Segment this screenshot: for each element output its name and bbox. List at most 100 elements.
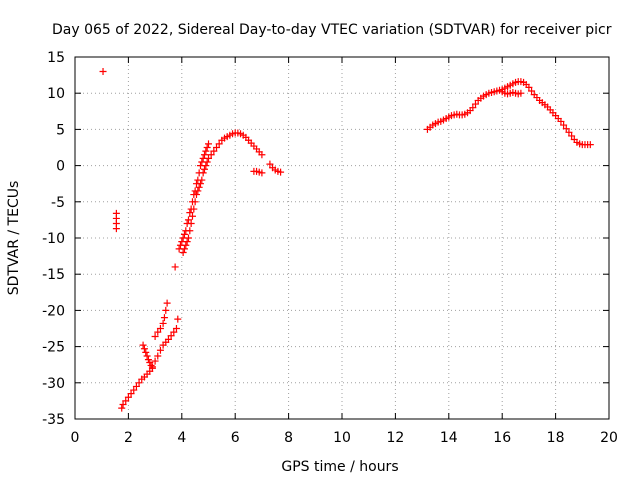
data-point: [258, 151, 266, 159]
y-tick-label: -25: [42, 340, 65, 356]
series-early-rise-1: [118, 325, 180, 412]
data-point: [207, 151, 215, 159]
data-point: [174, 315, 182, 323]
y-tick-label: 10: [47, 86, 65, 102]
data-point: [162, 306, 170, 314]
data-point: [188, 212, 196, 220]
data-point: [119, 401, 127, 409]
data-point: [163, 299, 171, 307]
data-point: [124, 393, 132, 401]
y-tick-label: -30: [42, 376, 65, 392]
data-point: [127, 390, 135, 398]
data-point: [135, 379, 143, 387]
data-point: [180, 245, 188, 253]
data-point: [187, 220, 195, 228]
data-point: [118, 404, 126, 412]
data-point: [151, 357, 159, 365]
data-point: [140, 345, 148, 353]
y-tick-label: -5: [51, 195, 65, 211]
data-point: [472, 100, 479, 108]
data-point: [195, 183, 203, 191]
data-point: [517, 89, 525, 97]
data-point: [154, 352, 162, 360]
data-point: [202, 162, 210, 170]
data-point: [156, 325, 164, 332]
data-point: [184, 216, 192, 224]
data-point: [203, 144, 211, 151]
x-tick-label: 6: [231, 430, 240, 446]
data-point: [525, 83, 533, 91]
data-point: [191, 198, 199, 206]
data-point: [202, 147, 210, 155]
x-tick-label: 8: [284, 430, 293, 446]
x-tick-labels: 0 2 4 6 8 10 12 14 16 18 20: [71, 430, 618, 446]
data-point: [122, 397, 130, 405]
plot-frame: [74, 56, 610, 420]
y-axis-label: SDTVAR / TECUs: [6, 181, 22, 296]
data-point: [179, 248, 187, 256]
series-late-dip: [498, 88, 525, 98]
x-tick-label: 0: [71, 430, 80, 446]
data-point: [586, 141, 594, 149]
data-point: [99, 67, 107, 75]
data-point: [180, 230, 188, 238]
y-tick-label: 15: [47, 50, 65, 66]
x-tick-label: 2: [124, 430, 133, 446]
x-tick-label: 14: [440, 430, 458, 446]
data-point: [568, 132, 576, 140]
data-point: [132, 382, 140, 390]
data-point: [170, 328, 178, 336]
data-point: [183, 238, 191, 246]
y-tick-label: -10: [42, 231, 65, 247]
series-early-rise-3: [151, 299, 171, 340]
data-point: [203, 158, 211, 166]
data-point: [205, 140, 212, 148]
data-point: [194, 187, 202, 195]
data-point: [258, 169, 266, 177]
data-point: [139, 341, 147, 349]
data-point: [190, 205, 198, 213]
data-point: [562, 125, 570, 133]
series-dip-cluster: [250, 160, 285, 177]
data-point: [215, 140, 223, 148]
y-tick-label: 5: [56, 122, 65, 138]
data-point: [172, 325, 180, 332]
data-point: [469, 104, 477, 112]
data-point: [560, 121, 568, 129]
data-point: [186, 227, 194, 235]
data-point: [143, 352, 151, 360]
data-point: [210, 147, 218, 155]
data-point: [184, 234, 192, 242]
series-mid-rise: [175, 140, 212, 253]
data-point: [192, 191, 200, 199]
chart-title: Day 065 of 2022, Sidereal Day-to-day VTE…: [52, 22, 612, 38]
x-tick-label: 20: [600, 430, 618, 446]
series-outliers: [99, 67, 182, 323]
data-point: [198, 176, 206, 184]
data-points: [99, 67, 594, 412]
data-point: [182, 241, 190, 249]
data-point: [151, 332, 159, 340]
data-point: [200, 165, 208, 173]
x-tick-label: 4: [177, 430, 186, 446]
y-tick-labels: -35 -30 -25 -20 -15 -10 -5 0 5 10 15: [42, 50, 65, 428]
data-point: [528, 87, 536, 95]
data-point: [200, 151, 208, 159]
x-axis-label: GPS time / hours: [281, 459, 398, 475]
data-point: [205, 154, 212, 162]
data-point: [186, 209, 194, 217]
data-point: [159, 319, 167, 327]
data-point: [277, 168, 285, 176]
series-mid-rise-2: [179, 129, 266, 256]
data-point: [199, 169, 207, 177]
data-point: [565, 128, 573, 136]
data-point: [213, 144, 221, 151]
data-point: [160, 314, 168, 322]
data-point: [156, 346, 164, 354]
data-point: [154, 328, 162, 336]
data-point: [196, 180, 204, 188]
data-point: [557, 117, 565, 125]
y-tick-label: 0: [56, 159, 65, 175]
data-point: [112, 225, 120, 233]
